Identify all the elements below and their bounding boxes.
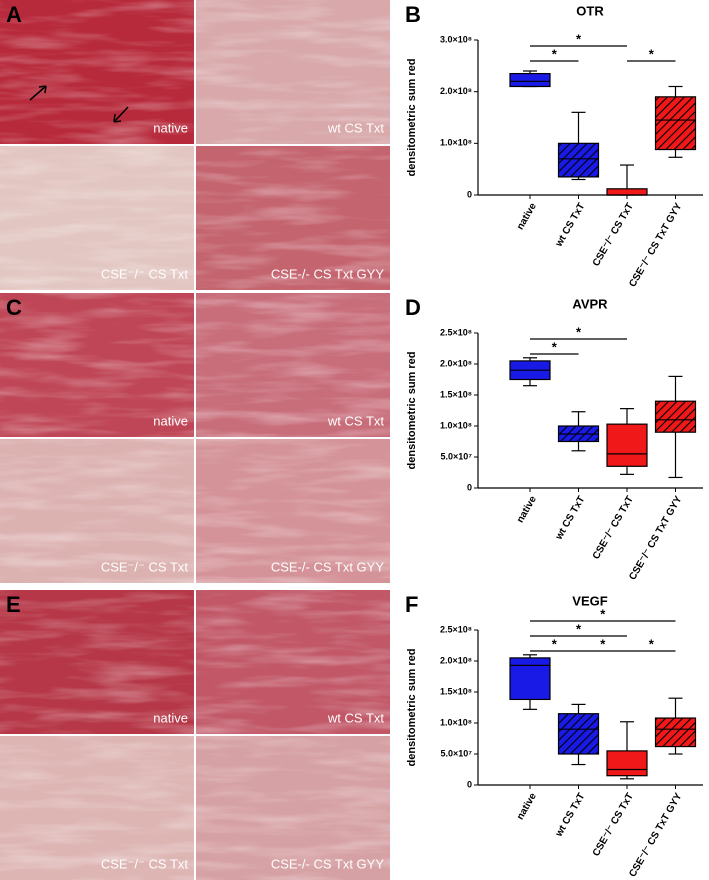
panel-letter: A xyxy=(6,2,22,27)
significance-star: * xyxy=(576,31,582,46)
significance-star: * xyxy=(552,636,558,651)
tissue-texture xyxy=(0,293,194,437)
y-axis-label: densitometric sum red xyxy=(406,649,418,767)
y-tick-label: 0 xyxy=(467,189,472,199)
box xyxy=(606,750,648,777)
micrograph-label: CSE⁻/⁻ CS Txt xyxy=(101,266,189,281)
x-tick-label: wt CS TxT xyxy=(553,201,587,249)
micrograph-label: CSE⁻/⁻ CS Txt xyxy=(101,559,189,574)
y-tick-label: 2.0×10⁸ xyxy=(440,655,472,665)
y-tick-label: 0 xyxy=(467,482,472,492)
x-tick-label: CSE⁻/⁻ CS TxT GYY xyxy=(627,791,684,879)
arrow xyxy=(113,106,129,123)
chart-title: OTR xyxy=(576,3,604,18)
significance-star: * xyxy=(600,606,606,621)
box xyxy=(509,657,551,701)
y-tick-label: 1.5×10⁸ xyxy=(440,389,472,399)
tissue-texture xyxy=(196,293,390,437)
y-tick-label: 2.5×10⁸ xyxy=(440,624,472,634)
box xyxy=(654,717,697,748)
panel-letter: B xyxy=(405,2,421,27)
box xyxy=(654,400,697,433)
micrograph-label: wt CS Txt xyxy=(327,710,384,725)
significance-star: * xyxy=(576,621,582,636)
x-tick-label: native xyxy=(515,791,539,822)
micrograph-label: native xyxy=(153,413,188,428)
significance-star: * xyxy=(649,46,655,61)
tissue-texture xyxy=(196,146,390,290)
micrograph-label: native xyxy=(153,710,188,725)
y-tick-label: 5.0×10⁷ xyxy=(441,451,473,461)
y-tick-label: 1.0×10⁸ xyxy=(440,717,472,727)
box xyxy=(606,188,648,196)
y-axis-label: densitometric sum red xyxy=(406,59,418,177)
significance-star: * xyxy=(649,636,655,651)
x-tick-label: native xyxy=(515,201,539,232)
y-tick-label: 1.5×10⁸ xyxy=(440,686,472,696)
y-tick-label: 2.0×10⁸ xyxy=(440,358,472,368)
panel-letter: E xyxy=(6,592,21,617)
panel-letter: C xyxy=(6,295,22,320)
box xyxy=(557,713,600,755)
x-tick-label: CSE⁻/⁻ CS TxT GYY xyxy=(627,494,684,582)
micrograph-label: CSE-/- CS Txt GYY xyxy=(271,266,384,281)
y-tick-label: 3.0×10⁸ xyxy=(440,34,472,44)
x-tick-label: CSE⁻/⁻ CS TxT xyxy=(591,494,636,561)
micrograph-label: wt CS Txt xyxy=(327,413,384,428)
tissue-texture xyxy=(196,590,390,734)
y-tick-label: 2.5×10⁸ xyxy=(440,327,472,337)
tissue-texture xyxy=(0,590,194,734)
y-tick-label: 5.0×10⁷ xyxy=(441,748,473,758)
significance-star: * xyxy=(600,636,606,651)
box xyxy=(557,142,600,178)
tissue-texture xyxy=(0,0,194,144)
x-tick-label: CSE⁻/⁻ CS TxT xyxy=(591,201,636,268)
significance-star: * xyxy=(576,324,582,339)
y-tick-label: 1.0×10⁸ xyxy=(440,138,472,148)
tissue-texture xyxy=(0,736,194,880)
chart-title: AVPR xyxy=(572,296,608,311)
micrograph-label: CSE⁻/⁻ CS Txt xyxy=(101,856,189,871)
micrograph-label: native xyxy=(153,120,188,135)
box xyxy=(654,96,697,151)
x-tick-label: CSE⁻/⁻ CS TxT xyxy=(591,791,636,858)
x-tick-label: wt CS TxT xyxy=(553,494,587,542)
significance-star: * xyxy=(552,46,558,61)
tissue-texture xyxy=(196,439,390,583)
x-tick-label: CSE⁻/⁻ CS TxT GYY xyxy=(627,201,684,289)
y-axis-label: densitometric sum red xyxy=(406,352,418,470)
tissue-texture xyxy=(0,439,194,583)
significance-star: * xyxy=(552,339,558,354)
chart-title: VEGF xyxy=(572,593,607,608)
tissue-texture xyxy=(0,146,194,290)
y-tick-label: 0 xyxy=(467,779,472,789)
x-tick-label: wt CS TxT xyxy=(553,791,587,839)
arrow xyxy=(29,85,47,101)
box xyxy=(606,423,648,467)
tissue-texture xyxy=(196,736,390,880)
box xyxy=(509,72,551,88)
x-tick-label: native xyxy=(515,494,539,525)
micrograph-label: wt CS Txt xyxy=(327,120,384,135)
micrograph-label: CSE-/- CS Txt GYY xyxy=(271,559,384,574)
y-tick-label: 2.0×10⁸ xyxy=(440,86,472,96)
panel-letter: D xyxy=(405,295,421,320)
y-tick-label: 1.0×10⁸ xyxy=(440,420,472,430)
tissue-texture xyxy=(196,0,390,144)
panel-letter: F xyxy=(405,592,418,617)
micrograph-label: CSE-/- CS Txt GYY xyxy=(271,856,384,871)
